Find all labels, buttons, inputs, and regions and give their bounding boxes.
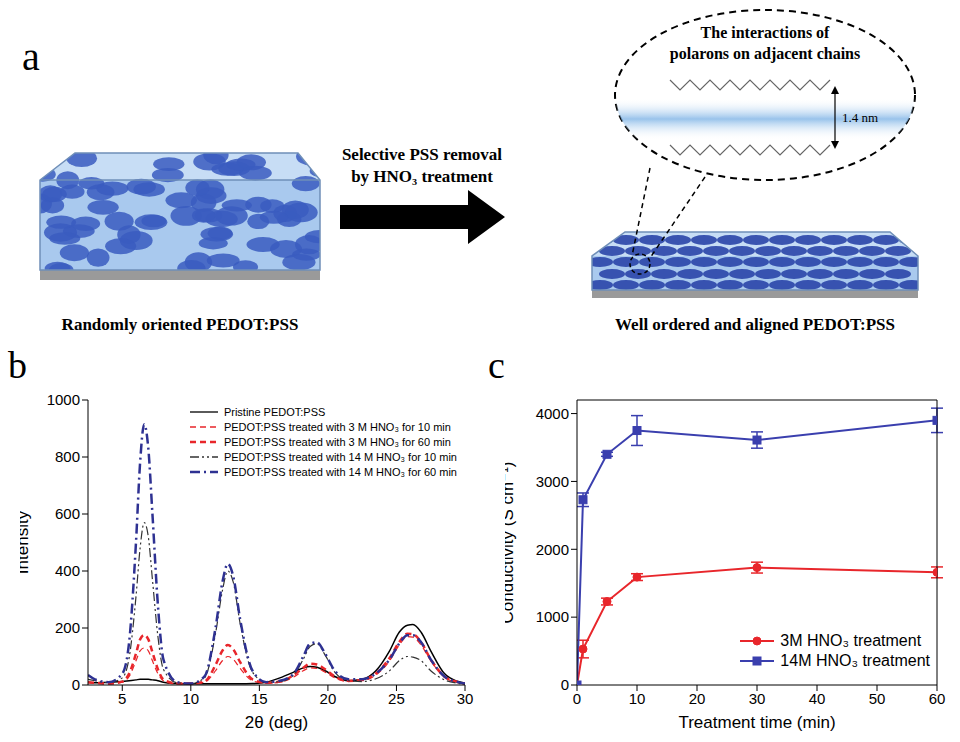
svg-text:The interactions of: The interactions of [701, 24, 831, 41]
svg-text:30: 30 [457, 690, 474, 707]
html-text:PEDOT:PSS treated with 3 M HNO: PEDOT:PSS treated with 3 M HNO₃ for 10 m… [223, 420, 451, 433]
svg-text:polarons on adjacent chains: polarons on adjacent chains [670, 45, 860, 63]
svg-text:40: 40 [809, 690, 826, 707]
svg-text:600: 600 [55, 505, 80, 522]
svg-text:60: 60 [929, 690, 946, 707]
svg-text:20: 20 [320, 690, 337, 707]
svg-text:400: 400 [55, 562, 80, 579]
html-text:c: c [488, 344, 505, 386]
svg-text:2000: 2000 [536, 541, 569, 558]
svg-text:by HNO₃ treatment: by HNO₃ treatment [351, 167, 493, 186]
svg-text:15: 15 [251, 690, 268, 707]
html-text:Pristine PEDOT:PSS: Pristine PEDOT:PSS [223, 405, 326, 418]
html-text:PEDOT:PSS treated with 3 M HNO: PEDOT:PSS treated with 3 M HNO₃ for 60 m… [223, 435, 451, 448]
svg-text:0: 0 [72, 676, 80, 693]
html-text:b: b [8, 344, 27, 386]
svg-text:Selective PSS removal: Selective PSS removal [342, 145, 502, 164]
svg-text:1000: 1000 [47, 391, 80, 408]
svg-text:5: 5 [118, 690, 126, 707]
svg-text:10: 10 [182, 690, 199, 707]
svg-text:25: 25 [388, 690, 405, 707]
svg-text:a: a [22, 34, 40, 79]
svg-text:800: 800 [55, 448, 80, 465]
html-text:PEDOT:PSS treated with 14 M HN: PEDOT:PSS treated with 14 M HNO₃ for 60 … [223, 465, 457, 478]
svg-text:Conductivity (S cm⁻¹): Conductivity (S cm⁻¹) [505, 462, 517, 624]
svg-text:Intensity: Intensity [20, 510, 32, 574]
svg-text:0: 0 [573, 690, 581, 707]
svg-text:30: 30 [749, 690, 766, 707]
svg-text:Treatment time (min): Treatment time (min) [678, 713, 835, 732]
svg-text:4000: 4000 [536, 405, 569, 422]
svg-text:1000: 1000 [536, 608, 569, 625]
svg-text:Well ordered and aligned PEDOT: Well ordered and aligned PEDOT:PSS [615, 315, 895, 334]
svg-text:10: 10 [629, 690, 646, 707]
svg-text:20: 20 [689, 690, 706, 707]
svg-text:2θ (deg): 2θ (deg) [245, 713, 308, 732]
svg-text:1.4 nm: 1.4 nm [842, 110, 878, 125]
html-text:14M HNO₃ treatment: 14M HNO₃ treatment [780, 652, 930, 669]
svg-text:3000: 3000 [536, 473, 569, 490]
svg-text:Randomly oriented PEDOT:PSS: Randomly oriented PEDOT:PSS [62, 315, 299, 334]
svg-text:200: 200 [55, 619, 80, 636]
svg-text:50: 50 [869, 690, 886, 707]
svg-text:0: 0 [561, 676, 569, 693]
html-text:PEDOT:PSS treated with 14 M HN: PEDOT:PSS treated with 14 M HNO₃ for 10 … [223, 450, 457, 463]
html-text:3M HNO₃ treatment: 3M HNO₃ treatment [780, 632, 922, 649]
